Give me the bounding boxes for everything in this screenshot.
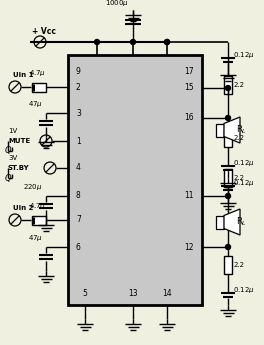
Text: 3: 3	[76, 108, 81, 118]
Text: 1V: 1V	[8, 128, 17, 134]
Polygon shape	[224, 117, 240, 143]
Text: 1000$\mu$: 1000$\mu$	[105, 0, 129, 8]
Text: 17: 17	[184, 68, 194, 77]
Bar	[216, 124, 224, 137]
Text: 1: 1	[76, 137, 81, 146]
Bar	[32, 216, 46, 225]
Text: 15: 15	[184, 83, 194, 92]
Text: 16: 16	[184, 114, 194, 122]
Text: 0.12$\mu$: 0.12$\mu$	[233, 50, 255, 60]
Bar	[224, 76, 232, 94]
Text: R$_L$: R$_L$	[236, 124, 247, 136]
Text: 4.7$\mu$: 4.7$\mu$	[29, 201, 46, 211]
Circle shape	[164, 39, 169, 45]
Text: MUTE: MUTE	[8, 138, 30, 144]
Text: 12: 12	[185, 243, 194, 252]
Text: 4: 4	[76, 164, 81, 172]
Text: 0.12$\mu$: 0.12$\mu$	[233, 178, 255, 188]
Text: 2: 2	[76, 82, 81, 91]
Text: 2.2: 2.2	[234, 135, 245, 141]
Bar	[216, 216, 224, 228]
Text: Uin 1: Uin 1	[13, 72, 34, 78]
Polygon shape	[224, 209, 240, 235]
Circle shape	[95, 39, 100, 45]
Bar	[224, 256, 232, 274]
Text: 4.7$\mu$: 4.7$\mu$	[29, 68, 46, 78]
Text: 220$\mu$: 220$\mu$	[23, 182, 43, 192]
Bar	[32, 82, 46, 91]
Text: 47$\mu$: 47$\mu$	[28, 233, 43, 243]
Text: 2.2: 2.2	[234, 82, 245, 88]
Text: 7: 7	[76, 216, 81, 225]
Text: Uin 2: Uin 2	[13, 205, 33, 211]
Text: Q: Q	[5, 147, 12, 156]
Circle shape	[164, 39, 169, 45]
Text: 47$\mu$: 47$\mu$	[28, 99, 43, 109]
Bar	[68, 55, 202, 305]
Text: 2.2: 2.2	[234, 175, 245, 181]
Circle shape	[225, 86, 230, 90]
Text: ST.BY: ST.BY	[8, 165, 30, 171]
Circle shape	[225, 116, 230, 120]
Text: 13: 13	[128, 289, 138, 298]
Circle shape	[130, 39, 135, 45]
Bar	[224, 129, 232, 147]
Text: Q: Q	[5, 174, 12, 183]
Text: 0.12$\mu$: 0.12$\mu$	[233, 285, 255, 295]
Text: 9: 9	[76, 68, 81, 77]
Text: R$_L$: R$_L$	[236, 216, 247, 228]
Circle shape	[225, 194, 230, 198]
Text: 8: 8	[76, 191, 81, 200]
Bar	[224, 169, 232, 187]
Text: 6: 6	[76, 243, 81, 252]
Circle shape	[225, 245, 230, 249]
Text: 5: 5	[83, 289, 87, 298]
Text: 0.12$\mu$: 0.12$\mu$	[233, 158, 255, 168]
Text: 11: 11	[185, 191, 194, 200]
Text: + Vcc: + Vcc	[32, 27, 56, 36]
Text: 3V: 3V	[8, 155, 17, 161]
Text: 2.2: 2.2	[234, 262, 245, 268]
Text: 14: 14	[162, 289, 172, 298]
